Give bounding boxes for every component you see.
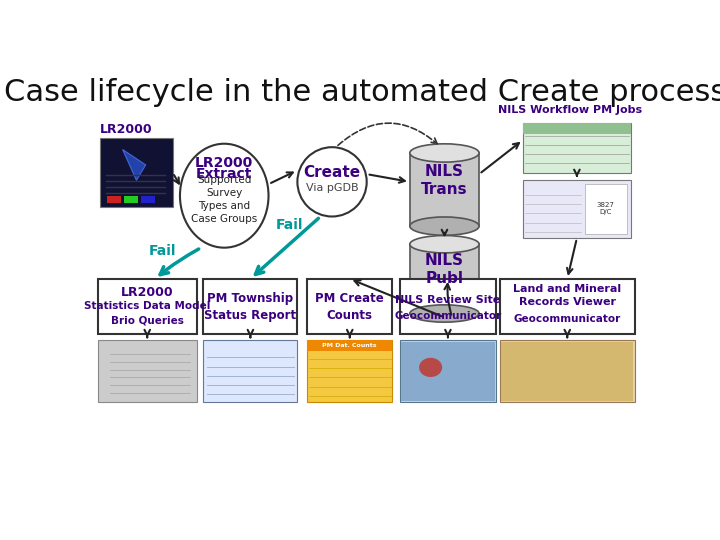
- Bar: [500, 340, 634, 402]
- Text: Via pGDB: Via pGDB: [306, 183, 359, 193]
- Text: NILS
Publ: NILS Publ: [425, 253, 464, 286]
- Bar: [400, 340, 496, 402]
- Text: NILS Review Site: NILS Review Site: [395, 295, 500, 306]
- Bar: [204, 340, 297, 402]
- Text: PM Township
Status Report: PM Township Status Report: [204, 292, 297, 322]
- Text: PM Dat. Counts: PM Dat. Counts: [323, 343, 377, 348]
- Text: Create: Create: [303, 165, 361, 180]
- Text: Statistics Data Model: Statistics Data Model: [84, 301, 210, 311]
- Polygon shape: [122, 150, 145, 180]
- Ellipse shape: [297, 147, 366, 217]
- Bar: [410, 153, 479, 226]
- Bar: [523, 123, 631, 173]
- Text: Brio Queries: Brio Queries: [111, 315, 184, 326]
- Text: LR2000: LR2000: [195, 156, 253, 170]
- Bar: [501, 342, 633, 401]
- Bar: [307, 279, 392, 334]
- Bar: [204, 279, 297, 334]
- Text: Fail: Fail: [276, 218, 303, 232]
- Bar: [141, 195, 155, 204]
- Text: LR2000: LR2000: [121, 286, 174, 299]
- Ellipse shape: [419, 358, 442, 377]
- Text: NILS
Trans: NILS Trans: [421, 164, 468, 197]
- Text: PM Create
Counts: PM Create Counts: [315, 292, 384, 322]
- Bar: [99, 138, 173, 207]
- Text: Geocommunicator: Geocommunicator: [395, 311, 502, 321]
- Text: Supported
Survey
Types and
Case Groups: Supported Survey Types and Case Groups: [191, 175, 257, 224]
- Bar: [523, 180, 631, 238]
- Bar: [585, 184, 627, 234]
- Bar: [410, 244, 479, 314]
- Bar: [307, 340, 392, 402]
- Text: Case lifecycle in the automated Create process: Case lifecycle in the automated Create p…: [4, 78, 720, 107]
- Bar: [307, 340, 392, 351]
- Bar: [124, 195, 138, 204]
- Text: Land and Mineral
Records Viewer: Land and Mineral Records Viewer: [513, 284, 621, 307]
- Bar: [500, 279, 634, 334]
- Bar: [98, 340, 197, 402]
- Text: 3827
D/C: 3827 D/C: [596, 202, 614, 215]
- Ellipse shape: [180, 144, 269, 248]
- Bar: [401, 342, 495, 401]
- Text: Extract: Extract: [196, 167, 253, 181]
- Bar: [400, 279, 496, 334]
- Text: Fail: Fail: [149, 244, 176, 258]
- Ellipse shape: [410, 144, 479, 162]
- Text: Geocommunicator: Geocommunicator: [513, 314, 621, 324]
- Bar: [107, 195, 121, 204]
- Ellipse shape: [410, 305, 479, 322]
- Ellipse shape: [410, 217, 479, 235]
- Bar: [523, 123, 631, 134]
- Text: NILS Workflow PM Jobs: NILS Workflow PM Jobs: [498, 105, 642, 115]
- Text: LR2000: LR2000: [99, 123, 152, 136]
- Ellipse shape: [410, 235, 479, 253]
- Bar: [98, 279, 197, 334]
